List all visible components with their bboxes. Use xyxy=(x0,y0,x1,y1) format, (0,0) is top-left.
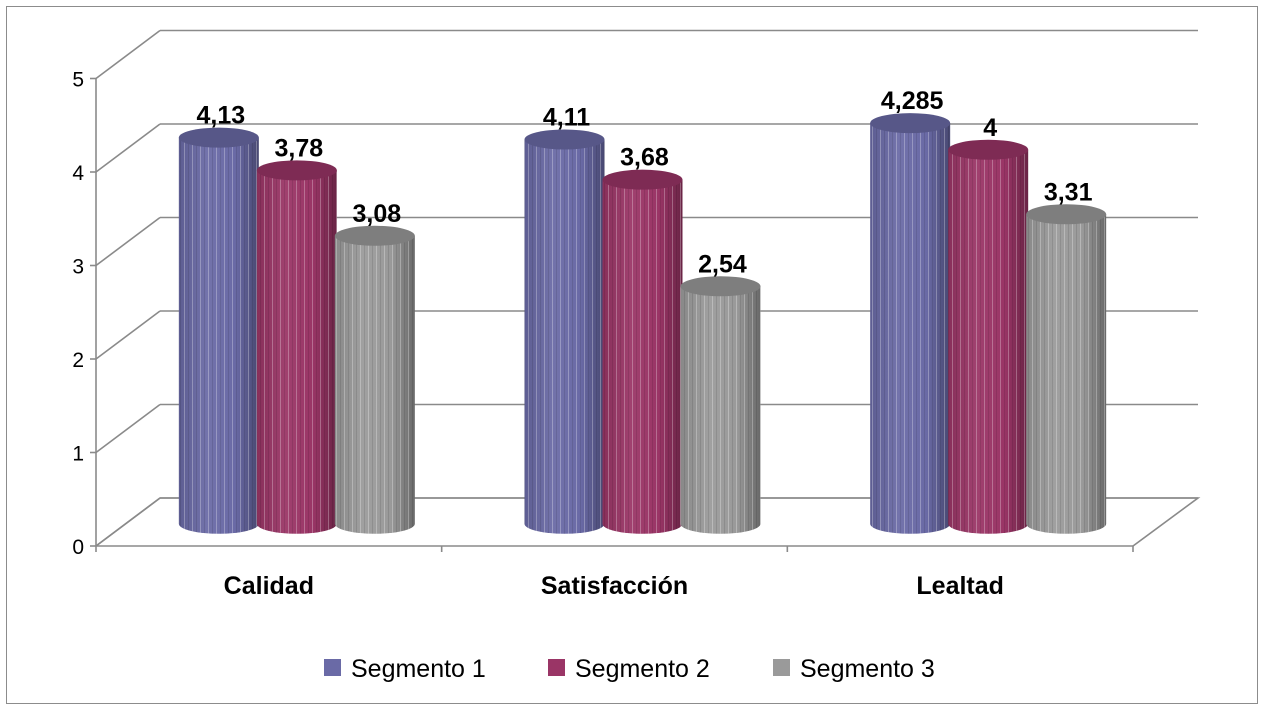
bar xyxy=(1026,204,1107,534)
bar xyxy=(602,169,683,534)
data-label: 4,285 xyxy=(881,87,944,115)
legend-swatch xyxy=(324,659,341,676)
bar xyxy=(680,276,761,534)
bar-top xyxy=(178,127,259,148)
gridline-depth xyxy=(95,310,161,360)
legend: Segmento 1 Segmento 2 Segmento 3 xyxy=(324,655,935,683)
data-labels: 4,13 3,78 3,08 4,11 3,68 2,54 4,285 4 3,31 xyxy=(196,87,1092,278)
data-label: 3,08 xyxy=(352,200,401,228)
x-tick-labels: Calidad Satisfacción Lealtad xyxy=(224,572,1004,600)
data-label: 4,11 xyxy=(543,103,590,131)
bar-stripes xyxy=(1026,214,1107,534)
bar xyxy=(870,113,951,534)
legend-label: Segmento 2 xyxy=(575,655,710,683)
gridline-depth xyxy=(95,29,161,80)
bar-stripes xyxy=(178,137,259,534)
y-tick-label: 2 xyxy=(72,349,84,372)
gridline-depth xyxy=(95,216,161,267)
data-label: 3,68 xyxy=(620,144,669,172)
bar-stripes xyxy=(334,235,415,534)
y-tick-label: 5 xyxy=(72,69,84,92)
bar-stripes xyxy=(870,123,951,534)
bar-top xyxy=(334,225,415,246)
bar-top xyxy=(948,139,1029,160)
bar-top xyxy=(870,113,951,134)
bar-top xyxy=(524,129,605,150)
legend-swatch xyxy=(548,659,565,676)
x-tick-label: Satisfacción xyxy=(541,572,688,600)
legend-swatch xyxy=(773,659,790,676)
data-label: 3,78 xyxy=(274,134,323,162)
legend-item: Segmento 3 xyxy=(773,655,935,683)
data-label: 3,31 xyxy=(1044,178,1093,206)
bar-stripes xyxy=(948,149,1029,534)
bar xyxy=(948,139,1029,534)
bar-stripes xyxy=(680,286,761,534)
bar-top xyxy=(256,160,337,181)
x-tick-label: Lealtad xyxy=(916,572,1004,600)
bar-top xyxy=(602,169,683,190)
data-label: 4,13 xyxy=(196,102,245,130)
legend-label: Segmento 1 xyxy=(351,655,486,683)
gridline-depth xyxy=(95,123,161,173)
data-label: 2,54 xyxy=(698,250,747,278)
y-tick-label: 3 xyxy=(72,256,84,279)
bar-top xyxy=(1026,204,1107,225)
bar-stripes xyxy=(524,139,605,534)
y-tick-label: 1 xyxy=(72,443,84,466)
x-tick-label: Calidad xyxy=(224,572,314,600)
bar xyxy=(524,129,605,534)
bar-top xyxy=(680,276,761,297)
y-tick-labels: 0 1 2 3 4 5 xyxy=(72,69,96,559)
bar xyxy=(178,127,259,534)
gridline-depth xyxy=(95,403,161,454)
data-label: 4 xyxy=(983,114,997,142)
bar xyxy=(334,225,415,534)
bar xyxy=(256,160,337,534)
bars xyxy=(178,113,1107,534)
y-tick-label: 0 xyxy=(72,536,84,559)
bar-stripes xyxy=(602,179,683,534)
legend-item: Segmento 1 xyxy=(324,655,486,683)
legend-label: Segmento 3 xyxy=(800,655,935,683)
bar-stripes xyxy=(256,170,337,534)
y-tick-label: 4 xyxy=(72,162,84,185)
legend-item: Segmento 2 xyxy=(548,655,710,683)
